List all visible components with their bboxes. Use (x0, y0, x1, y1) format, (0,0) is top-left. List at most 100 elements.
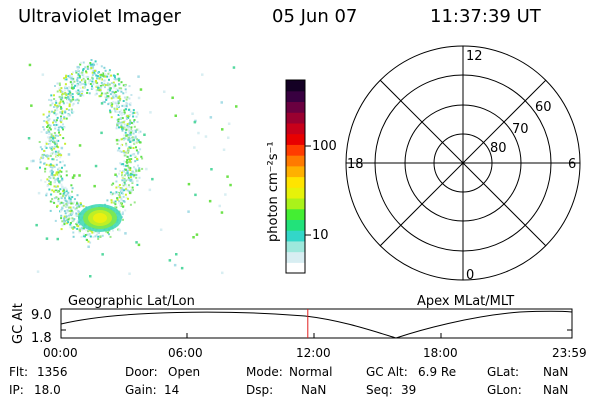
aurora-pixel (53, 174, 56, 177)
aurora-pixel (40, 130, 43, 133)
aurora-pixel (64, 186, 67, 189)
aurora-pixel (64, 142, 67, 145)
aurora-pixel (120, 81, 123, 84)
aurora-pixel (125, 172, 128, 175)
aurora-pixel (118, 139, 121, 142)
aurora-pixel (50, 169, 53, 172)
aurora-pixel (63, 191, 66, 194)
aurora-pixel (85, 229, 88, 232)
aurora-pixel (51, 148, 54, 151)
aurora-pixel (127, 116, 130, 119)
aurora-pixel (106, 90, 109, 93)
aurora-pixel (41, 148, 44, 151)
aurora-noise-pixel (221, 128, 224, 131)
aurora-noise-pixel (136, 179, 139, 183)
aurora-pixel (129, 167, 132, 170)
aurora-noise-pixel (159, 228, 163, 231)
aurora-pixel (92, 80, 95, 83)
aurora-pixel (116, 108, 119, 111)
aurora-pixel (49, 142, 52, 145)
info-row-2: IP: 18.0 Gain: 14 Dsp: NaN Seq: 39 GLon:… (9, 383, 568, 397)
aurora-noise-pixel (197, 131, 200, 135)
aurora-pixel (77, 69, 80, 72)
aurora-pixel (76, 98, 79, 101)
aurora-pixel (126, 189, 129, 192)
aurora-pixel (68, 109, 70, 111)
aurora-pixel (121, 213, 124, 216)
aurora-pixel (70, 184, 73, 187)
ip-label: IP: (9, 383, 24, 397)
aurora-pixel (87, 230, 89, 233)
aurora-pixel (83, 86, 86, 89)
aurora-pixel (87, 77, 89, 80)
aurora-pixel (106, 231, 109, 234)
aurora-pixel (53, 98, 56, 100)
gcalt-label: GC Alt: (366, 365, 408, 379)
aurora-pixel (41, 153, 44, 156)
aurora-pixel (68, 114, 71, 117)
aurora-pixel (125, 151, 128, 154)
aurora-pixel (67, 114, 70, 117)
aurora-pixel (108, 75, 111, 78)
aurora-pixel (119, 97, 122, 100)
aurora-pixel (67, 191, 70, 194)
aurora-noise-pixel (128, 272, 131, 275)
aurora-pixel (136, 157, 139, 160)
aurora-pixel (64, 199, 67, 202)
aurora-pixel (94, 60, 97, 63)
aurora-pixel (132, 139, 135, 142)
aurora-pixel (72, 110, 75, 113)
aurora-pixel (59, 156, 62, 159)
aurora-pixel (131, 180, 134, 183)
aurora-pixel (65, 190, 68, 192)
aurora-pixel (110, 110, 113, 113)
aurora-pixel (95, 89, 98, 92)
aurora-pixel (48, 179, 51, 182)
aurora-pixel (115, 186, 118, 189)
aurora-pixel (124, 127, 127, 130)
aurora-pixel (51, 174, 54, 177)
aurora-pixel (54, 127, 57, 130)
colorbar-band (286, 112, 305, 124)
aurora-pixel (60, 217, 63, 220)
aurora-pixel (113, 201, 116, 204)
ip-value: 18.0 (34, 383, 61, 397)
aurora-pixel (131, 182, 134, 184)
aurora-pixel (63, 217, 66, 220)
date-label: 05 Jun 07 (272, 6, 358, 27)
aurora-pixel (56, 155, 59, 158)
aurora-pixel (141, 167, 144, 170)
aurora-pixel (75, 71, 78, 74)
aurora-noise-pixel (37, 191, 41, 195)
aurora-pixel (93, 71, 96, 74)
aurora-noise-pixel (45, 237, 49, 240)
aurora-pixel (122, 163, 125, 166)
mode-label: Mode: (246, 365, 283, 379)
aurora-pixel (45, 141, 48, 144)
aurora-pixel (65, 76, 67, 78)
aurora-pixel (129, 176, 132, 179)
aurora-pixel (57, 197, 60, 200)
aurora-pixel (70, 202, 73, 205)
aurora-pixel (62, 202, 65, 204)
aurora-pixel (125, 142, 128, 145)
aurora-pixel (50, 174, 53, 177)
aurora-pixel (129, 110, 132, 113)
aurora-pixel (76, 92, 79, 95)
time-tick-1200: 12:00 (296, 346, 331, 360)
aurora-pixel (124, 209, 127, 212)
aurora-noise-pixel (30, 159, 33, 163)
aurora-pixel (77, 213, 80, 216)
aurora-pixel (123, 109, 126, 112)
aurora-pixel (138, 176, 141, 179)
aurora-pixel (68, 197, 71, 200)
aurora-noise-pixel (221, 271, 224, 275)
aurora-pixel (64, 85, 67, 88)
aurora-pixel (53, 197, 56, 200)
aurora-pixel (109, 93, 112, 96)
aurora-pixel (114, 203, 117, 206)
aurora-pixel (95, 79, 97, 82)
aurora-noise-pixel (191, 112, 194, 115)
aurora-pixel (118, 126, 120, 129)
